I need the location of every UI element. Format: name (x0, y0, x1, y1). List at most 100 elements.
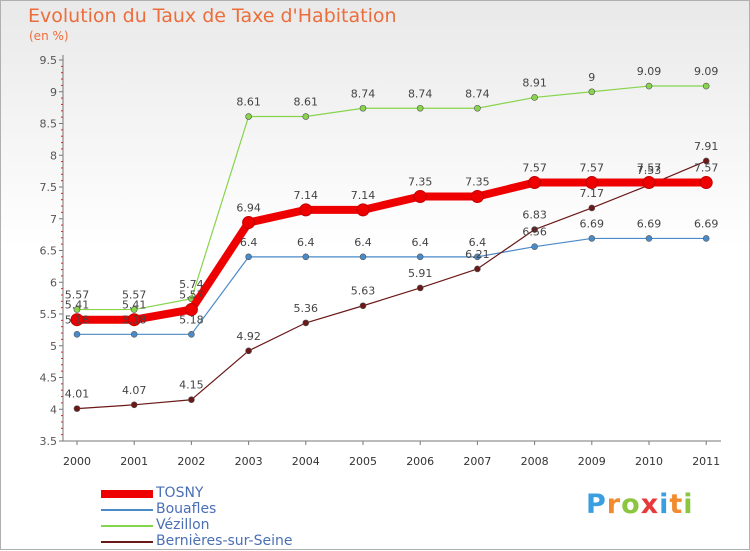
data-label: 4.07 (122, 384, 147, 397)
data-point (474, 253, 481, 261)
data-label: 4.01 (65, 388, 90, 401)
data-label: 8.61 (236, 96, 261, 109)
data-label: 7.57 (637, 162, 662, 175)
x-tick-label: 2011 (692, 455, 720, 468)
data-point (359, 302, 367, 310)
data-label: 8.91 (522, 76, 547, 89)
y-tick-label: 4 (50, 403, 57, 416)
y-axis-unit: (en %) (29, 29, 69, 43)
logo-letter: o (621, 489, 641, 520)
series-line-tosny (77, 178, 707, 324)
x-tick-label: 2007 (463, 455, 491, 468)
data-label: 6.21 (465, 248, 490, 261)
data-label: 9.09 (637, 65, 662, 78)
data-point (470, 190, 484, 204)
data-point (184, 303, 198, 317)
logo-letter: i (659, 489, 670, 520)
logo-letter: r (606, 489, 622, 520)
data-label: 6.4 (469, 236, 487, 249)
x-tick-label: 2002 (177, 455, 205, 468)
y-tick-label: 6 (50, 276, 57, 289)
data-label: 4.92 (236, 330, 261, 343)
data-point (702, 235, 710, 242)
y-tick-label: 3.5 (40, 435, 58, 448)
y-tick-label: 9.5 (40, 54, 58, 67)
y-tick-label: 8.5 (40, 118, 58, 131)
data-label: 5.36 (294, 302, 319, 315)
data-label: 5.41 (122, 299, 147, 312)
chart-title: Evolution du Taux de Taxe d'Habitation (28, 5, 397, 27)
data-label: 6.4 (240, 236, 258, 249)
data-label: 6.83 (522, 209, 547, 222)
logo-letter: x (640, 489, 660, 520)
data-point (645, 235, 653, 242)
data-point (645, 82, 653, 90)
data-point (642, 176, 656, 190)
x-tick-label: 2006 (406, 455, 434, 468)
y-tick-label: 4.5 (40, 372, 58, 385)
data-label: 5.57 (65, 289, 90, 302)
y-tick-label: 5 (50, 340, 57, 353)
data-point (302, 319, 310, 327)
series-line-bouafles (77, 237, 707, 335)
data-label: 6.56 (522, 226, 547, 239)
data-label: 6.4 (354, 236, 372, 249)
legend-label-bernieres: Bernières-sur-Seine (156, 533, 293, 549)
data-point (702, 157, 710, 165)
y-tick-label: 8 (50, 149, 57, 162)
data-point (702, 82, 710, 90)
data-label: 9.09 (694, 65, 719, 78)
data-label: 5.18 (65, 313, 90, 326)
proxiti-logo: Proxiti (586, 489, 694, 520)
data-label: 5.41 (65, 299, 90, 312)
series-line-v-zillon (77, 85, 707, 311)
x-tick-label: 2009 (578, 455, 606, 468)
data-label: 7.57 (580, 162, 605, 175)
legend-swatch-bouafles (101, 509, 153, 511)
data-point (474, 265, 481, 273)
logo-letter: t (669, 489, 684, 520)
data-label: 6.69 (637, 217, 662, 230)
x-tick-label: 2010 (635, 455, 663, 468)
data-point (528, 176, 542, 190)
data-label: 4.15 (179, 379, 204, 392)
data-label: 5.57 (122, 289, 147, 302)
legend-swatch-tosny (101, 490, 153, 498)
data-label: 6.94 (236, 202, 261, 215)
data-point (70, 313, 84, 327)
data-label: 7.14 (294, 189, 319, 202)
data-point (245, 253, 252, 261)
y-tick-label: 7.5 (40, 181, 58, 194)
data-point (242, 216, 256, 230)
data-point (416, 284, 424, 292)
data-point (130, 331, 138, 338)
data-label: 6.69 (580, 217, 605, 230)
data-point (699, 176, 713, 190)
y-tick-label: 7 (50, 213, 57, 226)
data-point (130, 401, 138, 409)
data-point (585, 176, 599, 190)
series-line-berni-res-sur-seine (76, 160, 707, 410)
data-point (359, 104, 367, 112)
data-label: 7.53 (637, 164, 662, 177)
data-label: 7.91 (694, 140, 719, 153)
data-label: 5.57 (179, 289, 204, 302)
data-point (531, 243, 538, 250)
legend-label-tosny: TOSNY (156, 485, 204, 501)
data-label: 8.74 (465, 87, 490, 100)
data-point (588, 88, 596, 96)
legend-label-vezillon: Vézillon (156, 517, 210, 533)
data-point (356, 203, 370, 217)
data-label: 9 (588, 71, 595, 84)
data-point (299, 203, 313, 217)
y-tick-label: 6.5 (40, 245, 58, 258)
data-label: 7.17 (580, 187, 605, 200)
data-point (531, 94, 538, 101)
data-point (302, 253, 310, 261)
data-point (73, 306, 81, 313)
data-label: 5.63 (351, 285, 376, 298)
data-label: 5.74 (179, 278, 204, 291)
data-label: 5.18 (179, 313, 204, 326)
